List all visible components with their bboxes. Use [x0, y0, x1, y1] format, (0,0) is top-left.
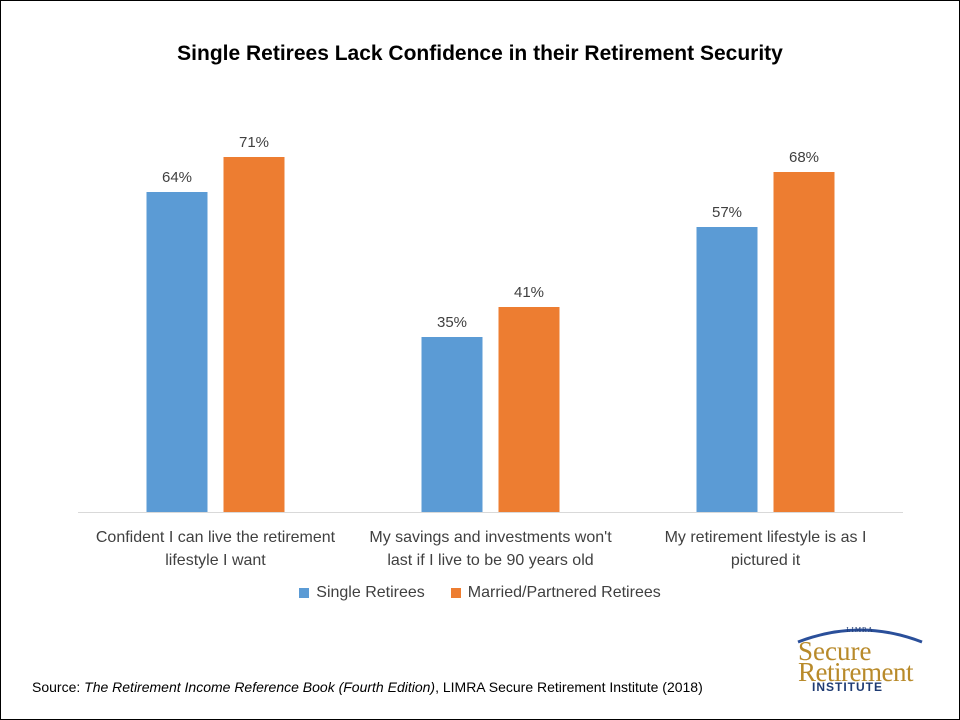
data-label-married-2: 41%	[514, 284, 544, 301]
source-suffix: , LIMRA Secure Retirement Institute (201…	[435, 679, 703, 695]
bar-married-2	[498, 307, 560, 512]
bar-single-3	[696, 227, 758, 512]
logo-secure-text: Secure	[798, 636, 872, 666]
category-label-2-line-1: My savings and investments won't	[369, 529, 612, 546]
category-label-3-line-1: My retirement lifestyle is as I	[665, 529, 867, 546]
category-label-1-line-2: lifestyle I want	[165, 552, 266, 569]
legend-swatch	[450, 588, 461, 598]
bar-single-1	[146, 192, 208, 512]
legend-label: Married/Partnered Retirees	[467, 584, 661, 601]
category-label-3-line-2: pictured it	[731, 552, 801, 569]
chart-legend: Single Retirees Married/Partnered Retiree…	[0, 584, 960, 602]
logo-retirement-text: Retirement	[798, 657, 913, 687]
data-label-single-3: 57%	[712, 204, 742, 221]
legend-item-married: Married/Partnered Retirees	[450, 584, 661, 602]
logo-arc-icon	[797, 628, 923, 644]
data-label-single-1: 64%	[162, 169, 192, 186]
legend-swatch	[299, 588, 310, 598]
category-label-1-line-1: Confident I can live the retirement	[96, 529, 336, 546]
limra-logo: LIMRA Secure Retirement INSTITUTE	[790, 624, 930, 696]
source-prefix: Source:	[32, 679, 85, 695]
logo-limra-text: LIMRA	[846, 626, 874, 634]
data-label-married-3: 68%	[789, 149, 819, 166]
logo-institute-text: INSTITUTE	[812, 680, 883, 694]
chart-title: Single Retirees Lack Confidence in their…	[177, 42, 783, 65]
source-title: The Retirement Income Reference Book (Fo…	[84, 679, 436, 695]
data-label-single-2: 35%	[437, 314, 467, 331]
legend-item-single: Single Retirees	[299, 584, 425, 602]
bar-married-3	[773, 172, 835, 512]
category-label-2-line-2: last if I live to be 90 years old	[387, 552, 593, 569]
data-label-married-1: 71%	[239, 134, 269, 151]
legend-label: Single Retirees	[316, 584, 425, 601]
bar-married-1	[223, 157, 285, 512]
source-note: Source: The Retirement Income Reference …	[32, 679, 703, 695]
bar-single-2	[421, 337, 483, 512]
